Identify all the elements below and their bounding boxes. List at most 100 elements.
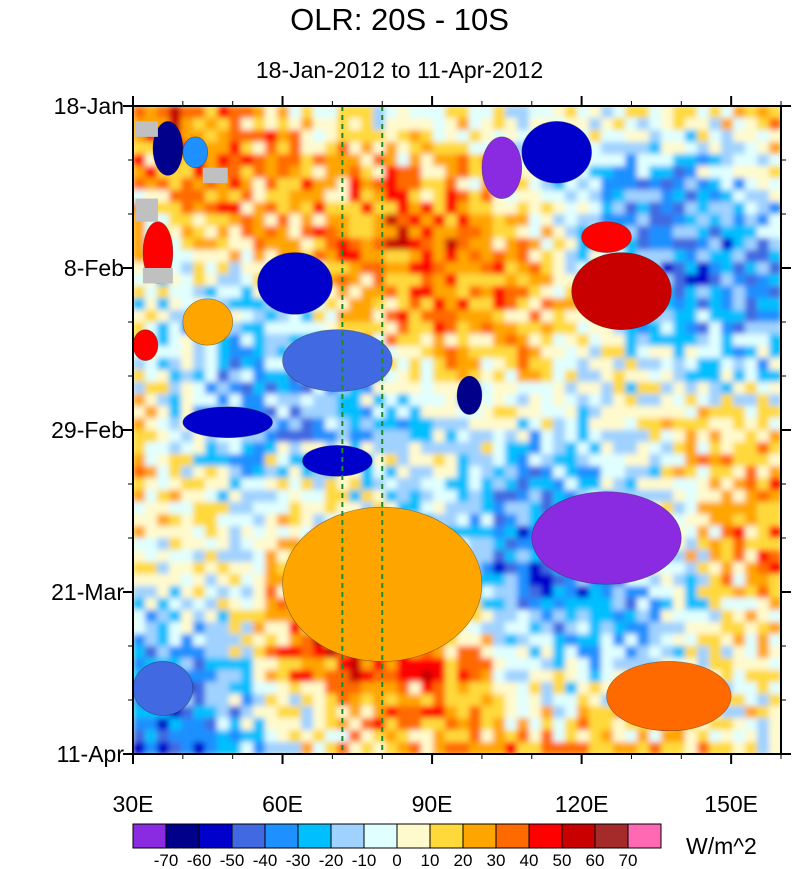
olr-cell: [769, 166, 781, 179]
olr-cell: [757, 298, 770, 311]
olr-cell: [409, 346, 422, 359]
olr-cell: [625, 646, 638, 659]
olr-cell: [649, 166, 662, 179]
olr-cell: [613, 634, 626, 647]
olr-cell: [397, 286, 410, 299]
olr-cell: [625, 118, 638, 131]
olr-cell: [577, 694, 590, 707]
olr-cell: [553, 322, 566, 335]
olr-cell: [397, 202, 410, 215]
olr-cell: [469, 730, 482, 743]
olr-cell: [193, 394, 206, 407]
olr-cell: [421, 118, 434, 131]
olr-cell: [769, 322, 781, 335]
olr-cell: [361, 298, 374, 311]
olr-cell: [613, 718, 626, 731]
olr-cell: [265, 538, 278, 551]
olr-cell: [433, 190, 446, 203]
olr-cell: [277, 430, 290, 443]
olr-cell: [529, 370, 542, 383]
olr-cell: [769, 370, 781, 383]
olr-cell: [361, 670, 374, 683]
olr-cell: [301, 418, 314, 431]
olr-cell: [529, 106, 542, 119]
olr-cell: [769, 562, 781, 575]
olr-cell: [577, 586, 590, 599]
colorbar-label: 70: [619, 851, 638, 869]
olr-cell: [757, 310, 770, 323]
olr-cell: [433, 406, 446, 419]
olr-cell: [517, 286, 530, 299]
olr-cell: [541, 694, 554, 707]
olr-cell: [409, 442, 422, 455]
olr-cell: [193, 346, 206, 359]
olr-cell: [373, 442, 386, 455]
olr-cell: [505, 442, 518, 455]
olr-cell: [733, 322, 746, 335]
olr-cell: [565, 694, 578, 707]
olr-cell: [553, 370, 566, 383]
olr-cell: [133, 274, 146, 287]
olr-cell: [697, 562, 710, 575]
olr-cell: [709, 430, 722, 443]
olr-cell: [337, 298, 350, 311]
olr-cell: [577, 430, 590, 443]
olr-cell: [397, 490, 410, 503]
olr-cell: [349, 178, 362, 191]
olr-cell: [673, 454, 686, 467]
olr-cell: [241, 190, 254, 203]
olr-cell: [421, 190, 434, 203]
olr-cell: [349, 286, 362, 299]
olr-cell: [181, 106, 194, 119]
olr-cell: [649, 430, 662, 443]
olr-cell: [337, 166, 350, 179]
olr-cell: [349, 202, 362, 215]
olr-cell: [769, 178, 781, 191]
olr-cell: [541, 634, 554, 647]
olr-cell: [409, 130, 422, 143]
olr-cell: [145, 370, 158, 383]
olr-cell: [373, 202, 386, 215]
olr-cell: [217, 682, 230, 695]
olr-cell: [145, 538, 158, 551]
olr-cell: [181, 658, 194, 671]
olr-cell: [289, 682, 302, 695]
olr-cell: [409, 250, 422, 263]
olr-cell: [769, 706, 781, 719]
olr-cell: [637, 466, 650, 479]
olr-cell: [553, 622, 566, 635]
olr-cell: [745, 550, 758, 563]
olr-cell: [445, 298, 458, 311]
olr-cell: [649, 442, 662, 455]
olr-cell: [517, 478, 530, 491]
olr-cell: [277, 682, 290, 695]
olr-cell: [553, 274, 566, 287]
olr-cell: [157, 322, 170, 335]
olr-cell: [265, 370, 278, 383]
olr-cell: [169, 370, 182, 383]
olr-cell: [649, 154, 662, 167]
olr-cell: [529, 730, 542, 743]
olr-cell: [241, 262, 254, 275]
olr-cell: [193, 730, 206, 743]
olr-cell: [517, 262, 530, 275]
olr-cell: [445, 142, 458, 155]
olr-cell: [373, 490, 386, 503]
colorbar-swatch: [396, 823, 431, 849]
olr-cell: [589, 118, 602, 131]
olr-cell: [709, 250, 722, 263]
olr-cell: [757, 718, 770, 731]
olr-cell: [181, 274, 194, 287]
olr-cell: [421, 718, 434, 731]
olr-cell: [145, 178, 158, 191]
olr-cell: [709, 466, 722, 479]
olr-cell: [253, 658, 266, 671]
olr-cell: [769, 466, 781, 479]
colorbar-swatch: [429, 823, 464, 849]
olr-cell: [661, 178, 674, 191]
olr-cell: [133, 742, 146, 754]
olr-cell: [493, 418, 506, 431]
olr-cell: [385, 430, 398, 443]
olr-cell: [493, 526, 506, 539]
olr-cell: [253, 586, 266, 599]
